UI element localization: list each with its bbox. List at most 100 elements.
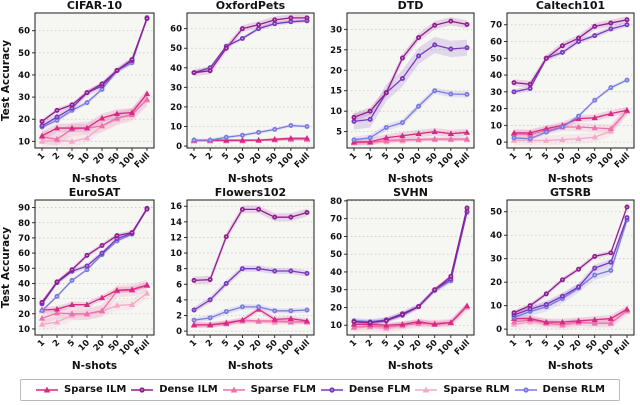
marker-dense-flm-center bbox=[417, 55, 420, 57]
marker-dense-rlm-center bbox=[577, 115, 580, 117]
y-tick-label: 60 bbox=[490, 38, 502, 48]
marker-dense-rlm-center bbox=[529, 138, 531, 140]
y-tick-label: 0 bbox=[176, 142, 182, 152]
y-tick-label: 10 bbox=[18, 137, 30, 147]
marker-dense-rlm-center bbox=[41, 310, 43, 312]
y-tick-label: 30 bbox=[170, 83, 182, 93]
chart-eurosat: EuroSAT 10 20 30 40 50 60 70 80 90 1 2 5 10 20 50 100 Ful… bbox=[0, 186, 160, 374]
y-tick-label: 4 bbox=[176, 296, 182, 306]
line-dense-rlm bbox=[513, 219, 628, 319]
legend-item-dense-rlm: Dense RLM bbox=[514, 384, 605, 395]
marker-dense-ilm-center bbox=[513, 81, 515, 84]
y-tick-label: 30 bbox=[330, 286, 342, 296]
x-tick-label: 20 bbox=[408, 151, 423, 166]
marker-dense-rlm-center bbox=[193, 139, 195, 141]
marker-dense-ilm-center bbox=[41, 301, 43, 304]
x-tick-label: 100 bbox=[276, 151, 296, 171]
series-layer bbox=[510, 204, 631, 331]
marker-dense-rlm-center bbox=[274, 310, 276, 312]
y-tick-label: 50 bbox=[490, 208, 502, 218]
line-sparse-ilm bbox=[41, 93, 148, 137]
line-dense-ilm bbox=[353, 20, 468, 118]
marker-sparse-flm bbox=[383, 137, 390, 143]
band-dense-rlm bbox=[514, 78, 627, 141]
x-tick-label: Full bbox=[133, 151, 152, 170]
legend-row: Sparse ILM Dense ILM Sparse FLM Dense FL… bbox=[0, 374, 640, 405]
marker-dense-ilm-center bbox=[594, 255, 596, 258]
legend-swatch-svg bbox=[415, 386, 438, 392]
marker-sparse-ilm bbox=[223, 320, 230, 326]
marker-dense-ilm-center bbox=[466, 23, 468, 26]
marker-sparse-ilm bbox=[113, 287, 121, 293]
marker-dense-flm-center bbox=[466, 47, 468, 49]
marker-dense-rlm-center bbox=[513, 137, 515, 139]
x-tick-label: 1 bbox=[508, 338, 519, 349]
y-tick-label: 8 bbox=[176, 265, 182, 275]
x-tick-label: Full bbox=[293, 338, 312, 357]
legend-item-sparse-rlm: Sparse RLM bbox=[414, 384, 510, 395]
chart-title: SVHN bbox=[393, 187, 428, 199]
y-tick-label: 20 bbox=[18, 310, 30, 320]
chart-title: Flowers102 bbox=[215, 187, 286, 199]
line-sparse-flm bbox=[353, 138, 467, 144]
dense-flm-marker-icon bbox=[320, 385, 344, 395]
line-dense-flm bbox=[193, 20, 308, 74]
marker-dense-ilm-center bbox=[225, 47, 227, 49]
marker-sparse-ilm bbox=[128, 286, 136, 292]
line-sparse-ilm bbox=[194, 308, 308, 326]
band-dense-rlm bbox=[194, 304, 307, 323]
marker-dense-ilm-center bbox=[290, 17, 292, 19]
marker-dense-ilm-center bbox=[513, 311, 515, 314]
line-dense-flm bbox=[193, 268, 308, 311]
series-layer bbox=[510, 16, 631, 146]
marker-dense-flm-center bbox=[577, 40, 580, 43]
legend-swatch-svg bbox=[131, 386, 154, 393]
y-tick-label: 50 bbox=[330, 250, 342, 260]
y-tick-label: 40 bbox=[170, 64, 182, 74]
line-dense-rlm bbox=[353, 90, 468, 141]
line-dense-rlm bbox=[41, 17, 148, 128]
marker-sparse-flm bbox=[53, 135, 61, 142]
marker-sparse-flm bbox=[68, 310, 76, 317]
x-tick-label: 100 bbox=[596, 338, 616, 358]
marker-dense-ilm-center bbox=[290, 216, 292, 218]
y-tick-label: 0 bbox=[496, 138, 502, 148]
plot-area bbox=[35, 13, 154, 148]
marker-sparse-ilm bbox=[463, 302, 471, 309]
marker-dense-ilm-center bbox=[529, 304, 531, 307]
marker-dense-ilm-center bbox=[41, 120, 43, 123]
legend-box: Sparse ILM Dense ILM Sparse FLM Dense FL… bbox=[20, 378, 620, 401]
marker-dense-rlm-center bbox=[353, 139, 355, 141]
line-sparse-rlm bbox=[514, 110, 628, 142]
marker-dense-ilm-center bbox=[594, 25, 596, 28]
band-sparse-rlm bbox=[42, 94, 147, 147]
y-tick-label: 50 bbox=[170, 44, 182, 54]
x-tick-label: 5 bbox=[66, 151, 77, 162]
marker-dense-rlm-center bbox=[225, 310, 227, 313]
y-tick-label: 60 bbox=[330, 232, 342, 242]
band-dense-ilm bbox=[194, 205, 307, 285]
marker-sparse-rlm bbox=[128, 301, 136, 307]
marker-sparse-rlm bbox=[53, 318, 61, 325]
y-tick-label: 0 bbox=[176, 327, 182, 337]
y-tick-label: 30 bbox=[490, 255, 502, 265]
line-dense-flm bbox=[513, 217, 628, 316]
series-layer bbox=[350, 17, 471, 146]
legend-swatch-svg bbox=[36, 386, 58, 392]
plot-border bbox=[186, 199, 315, 336]
marker-sparse-rlm bbox=[575, 135, 582, 142]
x-tick-label: 1 bbox=[348, 151, 359, 162]
marker-dense-flm-center bbox=[257, 267, 260, 270]
marker-dense-rlm-center bbox=[71, 279, 73, 282]
line-sparse-ilm bbox=[354, 130, 468, 143]
y-tick-label: 30 bbox=[330, 25, 342, 35]
y-tick-label: 5 bbox=[336, 128, 342, 138]
x-tick-label: 20 bbox=[92, 151, 107, 166]
line-dense-ilm bbox=[193, 208, 308, 282]
marker-dense-flm-center bbox=[306, 272, 308, 275]
marker-dense-flm-center bbox=[434, 44, 436, 46]
y-tick-label: 70 bbox=[490, 21, 502, 31]
marker-dense-ilm-center bbox=[353, 116, 355, 119]
y-tick-label: 14 bbox=[170, 218, 182, 228]
band-dense-flm bbox=[514, 22, 627, 95]
